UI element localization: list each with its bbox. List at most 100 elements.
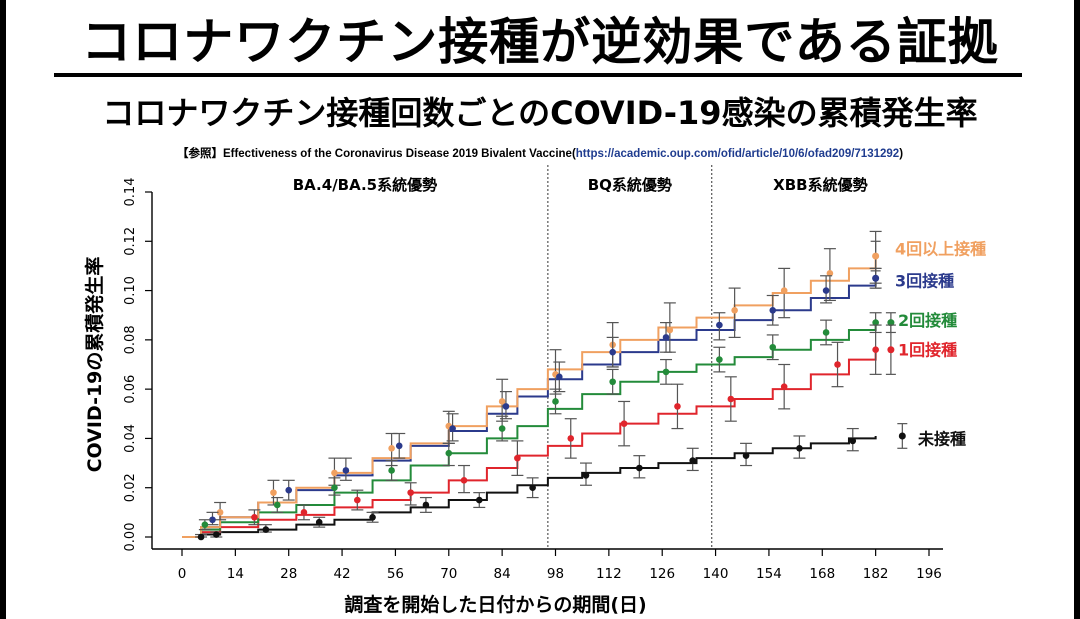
- x-tick-label: 84: [494, 566, 511, 582]
- data-point: [342, 467, 350, 474]
- data-point: [609, 348, 616, 356]
- data-point: [388, 467, 395, 474]
- data-point: [822, 287, 830, 294]
- data-point: [354, 496, 361, 504]
- x-axis-label: 調査を開始した日付からの期間(日): [344, 593, 646, 616]
- x-tick-label: 98: [547, 566, 564, 582]
- data-point: [727, 395, 735, 403]
- data-point: [666, 326, 674, 334]
- data-point: [213, 531, 220, 538]
- data-point: [662, 368, 670, 376]
- legend-label: 4回以上接種: [895, 240, 986, 259]
- x-tick-label: 70: [440, 566, 457, 582]
- data-point: [769, 306, 777, 314]
- slide: コロナワクチン接種が逆効果である証拠 コロナワクチン接種回数ごとのCOVID-1…: [6, 0, 1074, 619]
- data-point: [556, 373, 563, 381]
- x-tick-label: 0: [178, 566, 187, 582]
- data-point: [209, 516, 216, 524]
- data-point: [498, 425, 506, 432]
- data-point: [716, 356, 723, 363]
- data-point: [475, 496, 483, 504]
- data-point: [849, 437, 857, 445]
- data-point: [769, 343, 777, 351]
- period-label: BA.4/BA.5系統優勢: [293, 176, 437, 194]
- data-point: [872, 319, 879, 326]
- legend-label: 未接種: [917, 429, 966, 448]
- y-tick-label: 0.14: [123, 178, 138, 207]
- legend-marker: [872, 252, 880, 260]
- data-point: [331, 469, 338, 477]
- data-point: [270, 489, 277, 496]
- x-tick-label: 112: [596, 566, 622, 582]
- data-point: [197, 533, 205, 541]
- data-point: [388, 444, 395, 452]
- data-point: [407, 489, 414, 496]
- data-point: [716, 321, 723, 329]
- data-point: [796, 444, 803, 452]
- data-point: [582, 472, 590, 479]
- x-tick-label: 154: [756, 566, 782, 582]
- y-tick-label: 0.12: [123, 227, 138, 256]
- y-axis-label: COVID-19の累積発生率: [83, 257, 106, 473]
- legend-marker: [872, 274, 880, 282]
- x-tick-label: 28: [280, 566, 297, 582]
- data-point: [826, 270, 834, 277]
- x-tick-label: 14: [227, 566, 244, 582]
- data-point: [285, 486, 293, 494]
- data-point: [567, 435, 575, 442]
- data-point: [449, 425, 456, 432]
- data-point: [731, 306, 738, 314]
- data-point: [331, 484, 338, 492]
- data-point: [315, 518, 323, 526]
- page-title: コロナワクチン接種が逆効果である証拠: [81, 13, 999, 71]
- data-point: [273, 501, 281, 509]
- reference-prefix: 【参照】Effectiveness of the Coronavirus Dis…: [176, 148, 576, 160]
- title-underline: [54, 73, 1022, 77]
- series-line: [182, 349, 877, 538]
- legend-marker: [898, 432, 906, 440]
- x-tick-label: 42: [333, 566, 350, 582]
- data-point: [422, 501, 430, 509]
- legend-label: 1回接種: [898, 341, 957, 360]
- data-point: [529, 484, 536, 492]
- data-point: [872, 346, 879, 354]
- series-line: [182, 435, 877, 538]
- y-tick-label: 0.10: [123, 276, 138, 305]
- reference-citation: 【参照】Effectiveness of the Coronavirus Dis…: [6, 145, 1074, 161]
- data-point: [445, 449, 453, 457]
- y-tick-label: 0.08: [123, 325, 138, 354]
- x-tick-label: 182: [863, 566, 889, 582]
- data-point: [502, 403, 510, 410]
- x-tick-label: 140: [703, 566, 729, 582]
- legend-marker: [887, 346, 895, 354]
- data-point: [620, 420, 628, 427]
- data-point: [498, 398, 506, 405]
- period-label: XBB系統優勢: [773, 176, 867, 194]
- reference-link[interactable]: https://academic.oup.com/ofid/article/10…: [575, 148, 900, 160]
- data-point: [780, 287, 788, 294]
- data-point: [514, 454, 521, 462]
- data-point: [609, 378, 616, 386]
- data-point: [674, 403, 681, 410]
- y-tick-label: 0.02: [123, 473, 138, 502]
- data-point: [262, 526, 270, 533]
- period-label: BQ系統優勢: [588, 176, 672, 194]
- data-point: [552, 398, 559, 405]
- data-point: [780, 383, 788, 390]
- y-tick-label: 0.00: [123, 523, 138, 552]
- data-point: [636, 464, 643, 472]
- data-point: [662, 334, 670, 341]
- data-point: [216, 509, 224, 516]
- data-point: [300, 509, 308, 516]
- legend-label: 3回接種: [895, 272, 954, 291]
- data-point: [251, 513, 258, 521]
- data-point: [689, 457, 697, 464]
- x-tick-label: 168: [809, 566, 835, 582]
- data-point: [742, 452, 750, 459]
- data-point: [395, 442, 403, 450]
- data-point: [460, 477, 468, 484]
- y-tick-label: 0.06: [123, 375, 138, 404]
- data-point: [369, 513, 376, 521]
- series-line: [182, 322, 877, 538]
